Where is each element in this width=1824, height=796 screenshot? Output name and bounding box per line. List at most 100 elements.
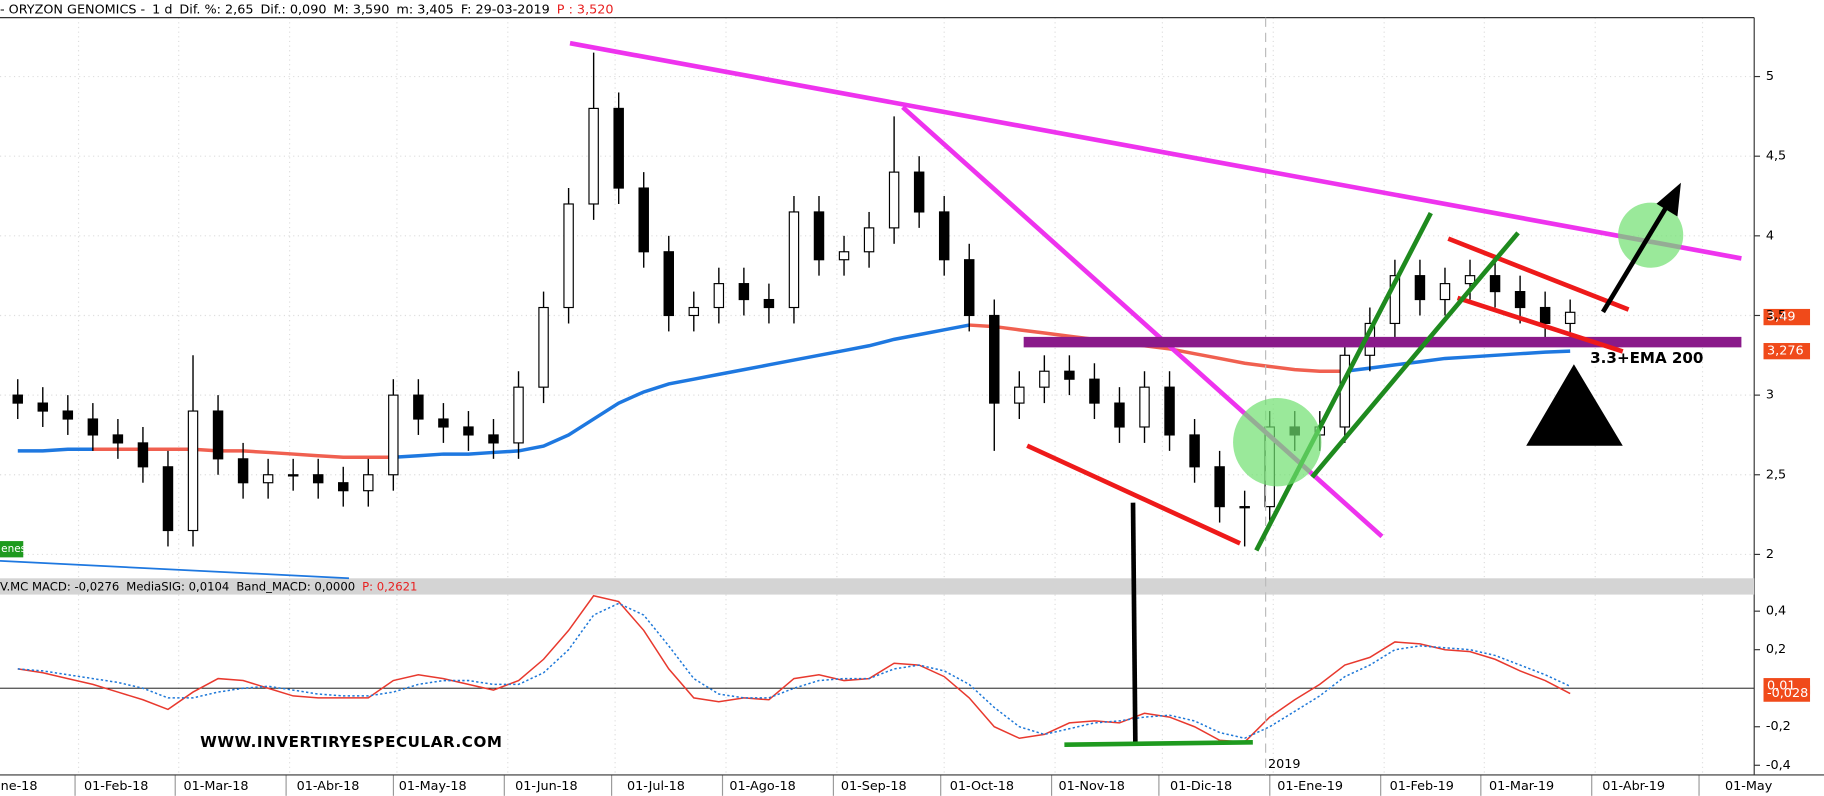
candle-body xyxy=(1139,386,1150,428)
header-field: Dif. %: 2,65 xyxy=(179,2,253,17)
candle-body xyxy=(1214,466,1225,508)
candle-body xyxy=(1239,506,1250,509)
y-tick-label: 0,4 xyxy=(1766,604,1786,619)
candle-body xyxy=(212,410,224,460)
channel-line xyxy=(1254,211,1433,552)
header-field: P : 3,520 xyxy=(557,2,614,17)
price-tag-label: 3,276 xyxy=(1767,344,1804,359)
header-field: - ORYZON GENOMICS - xyxy=(0,2,145,17)
candle-body xyxy=(137,442,149,468)
candle-body xyxy=(963,259,975,317)
candle-body xyxy=(688,306,700,317)
candle-body xyxy=(913,171,925,213)
candle-body xyxy=(513,386,524,444)
x-tick-label: 01-Ene-19 xyxy=(1277,779,1343,794)
y-tick-label: -0,4 xyxy=(1766,758,1791,773)
x-tick-label: 01-Ago-18 xyxy=(729,779,795,794)
candle-body xyxy=(1439,283,1451,301)
header-field: P: 0,2621 xyxy=(362,579,417,593)
macd-support xyxy=(1064,740,1253,747)
candle-body xyxy=(588,107,599,205)
candle-body xyxy=(1114,402,1125,428)
candle-body xyxy=(1464,275,1476,285)
y-tick-label: 2 xyxy=(1766,547,1774,562)
highlight-circle xyxy=(1233,398,1322,487)
label-box xyxy=(0,541,24,558)
vertical-marker xyxy=(1130,502,1138,743)
x-tick-label: 01-Oct-18 xyxy=(950,779,1014,794)
x-tick-label: 01-Mar-18 xyxy=(183,779,248,794)
candle-body xyxy=(262,474,274,484)
y-tick-label: 4 xyxy=(1766,228,1774,243)
header-field: MediaSIG: 0,0104 xyxy=(126,579,229,593)
x-tick-label: 01-May-18 xyxy=(399,779,467,794)
x-tick-label: 01-Abr-18 xyxy=(297,779,360,794)
y-tick-label: 5 xyxy=(1766,69,1774,84)
price-tag-label: -0,028 xyxy=(1767,686,1808,701)
header-field: F: 29-03-2019 xyxy=(461,2,550,17)
x-tick-label: 01-Abr-19 xyxy=(1602,779,1665,794)
candle-body xyxy=(713,283,725,309)
x-tick-label: 01-May xyxy=(1725,779,1773,794)
annotation: enes xyxy=(1,543,26,555)
y-tick-label: 0,2 xyxy=(1766,642,1786,657)
candle-body xyxy=(738,283,750,301)
trendline xyxy=(1456,295,1624,354)
candle-body xyxy=(87,418,99,436)
candle-body xyxy=(1189,434,1200,468)
candle-body xyxy=(12,394,23,404)
candle-body xyxy=(287,474,299,477)
candle-body xyxy=(1039,370,1050,388)
y-tick-label: 3,5 xyxy=(1766,308,1786,323)
candle-body xyxy=(788,211,800,309)
macd-header: V.MC MACD: -0,0276 MediaSIG: 0,0104 Band_M… xyxy=(0,579,417,593)
header-field: 1 d xyxy=(152,2,172,17)
trendline xyxy=(1026,443,1242,546)
axis-bg xyxy=(1755,18,1824,775)
trend-drawings xyxy=(569,40,1742,747)
candle-body xyxy=(187,410,199,532)
candle-body xyxy=(563,203,574,309)
ema-line xyxy=(17,323,1571,459)
y-tick-label: 3 xyxy=(1766,388,1774,403)
arrow-shaft xyxy=(1600,199,1673,314)
y-tick-label: 4,5 xyxy=(1766,149,1786,164)
annotation: 3.3+EMA 200 xyxy=(1590,349,1703,367)
candle-body xyxy=(363,474,374,492)
year-label: 2019 xyxy=(1268,757,1301,772)
candle-body xyxy=(438,418,449,428)
candle-body xyxy=(338,482,349,492)
candle-body xyxy=(1014,386,1025,404)
channel-line xyxy=(1310,231,1520,479)
candle-body xyxy=(37,402,49,412)
price-tag xyxy=(1763,343,1811,360)
header-field: Band_MACD: 0,0000 xyxy=(236,579,355,593)
header-field: m: 3,405 xyxy=(396,2,453,17)
x-tick-label: 01-Feb-18 xyxy=(84,779,148,794)
candle-body xyxy=(888,171,900,229)
macd-line xyxy=(17,594,1571,743)
candle-body xyxy=(613,107,624,189)
candle-body xyxy=(413,394,424,420)
candle-body xyxy=(538,306,549,388)
price-header: - ORYZON GENOMICS - 1 d Dif. %: 2,65 Dif.: … xyxy=(0,2,614,17)
candle-body xyxy=(1564,311,1576,325)
header-field: V.MC MACD: -0,0276 xyxy=(0,579,119,593)
candle-body xyxy=(763,298,775,309)
price-tag-label: 3,49 xyxy=(1767,310,1795,325)
candle-body xyxy=(1539,306,1551,325)
candle-body xyxy=(488,434,499,444)
candle-body xyxy=(1389,275,1401,325)
candle-body xyxy=(312,474,324,484)
x-tick-label: 01-Jul-18 xyxy=(627,779,685,794)
macd-line xyxy=(17,602,1571,740)
candle-body xyxy=(463,426,474,436)
arrow-head xyxy=(1656,182,1681,217)
header-field: M: 3,590 xyxy=(333,2,389,17)
candle-body xyxy=(1514,291,1526,309)
candle-body xyxy=(1064,370,1075,380)
header-field: Dif.: 0,090 xyxy=(260,2,326,17)
candle-body xyxy=(388,394,399,476)
